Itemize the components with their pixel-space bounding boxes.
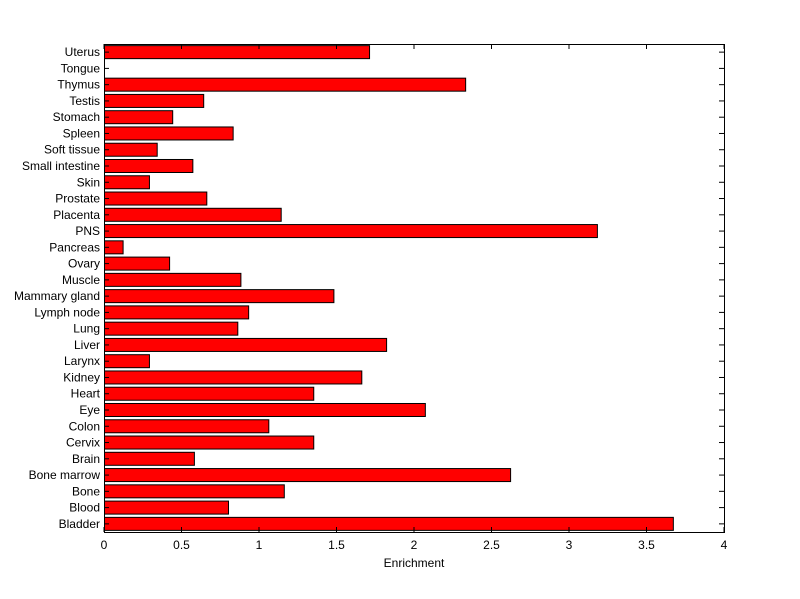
- y-tick-label: Spleen: [63, 126, 100, 140]
- bar-skin: [104, 175, 150, 190]
- x-tick-label: 0: [101, 538, 108, 552]
- bar-eye: [104, 402, 426, 417]
- y-tick-label: Bladder: [59, 517, 100, 531]
- x-axis-label: Enrichment: [384, 556, 445, 570]
- bar-small-intestine: [104, 158, 194, 174]
- y-tick-label: Heart: [71, 387, 101, 401]
- bar-uterus: [104, 45, 371, 60]
- bar-bone: [104, 484, 285, 499]
- y-tick-label: Prostate: [55, 192, 100, 206]
- y-tick-label: Soft tissue: [44, 143, 100, 157]
- x-tick-label: 2.5: [483, 538, 500, 552]
- y-tick-label: Bone: [72, 484, 100, 498]
- y-tick-label: Uterus: [65, 45, 100, 59]
- plot-frame: [104, 44, 725, 533]
- x-tick-label: 2: [411, 538, 418, 552]
- x-tick-label: 1: [256, 538, 263, 552]
- x-tick-label: 4: [721, 538, 728, 552]
- y-tick-label: Cervix: [66, 436, 100, 450]
- bar-lymph-node: [104, 305, 250, 320]
- bar-muscle: [104, 272, 242, 287]
- bar-colon: [104, 419, 270, 434]
- bar-thymus: [104, 77, 467, 92]
- y-tick-label: Lymph node: [34, 305, 100, 319]
- y-tick-label: Colon: [69, 419, 100, 433]
- bars-layer: [104, 45, 674, 531]
- bar-spleen: [104, 126, 234, 141]
- y-tick-label: Testis: [69, 94, 100, 108]
- bar-heart: [104, 386, 315, 401]
- bar-brain: [104, 451, 195, 466]
- bar-lung: [104, 321, 239, 336]
- y-tick-label: Placenta: [53, 208, 100, 222]
- y-tick-label: Small intestine: [22, 159, 100, 173]
- y-tick-label: Kidney: [63, 370, 100, 384]
- y-tick-layer: Bladder Blood Bone Bone marrow Brain Cervix Co…: [14, 45, 724, 531]
- bar-stomach: [104, 110, 174, 125]
- y-tick-label: Liver: [74, 338, 100, 352]
- y-tick-label: PNS: [75, 224, 100, 238]
- y-tick-label: Pancreas: [49, 240, 100, 254]
- x-tick-label: 1.5: [328, 538, 345, 552]
- y-tick-label: Brain: [72, 452, 100, 466]
- bar-bone-marrow: [104, 468, 512, 483]
- bar-testis: [104, 93, 205, 108]
- y-tick-label: Larynx: [64, 354, 100, 368]
- x-tick-label: 3.5: [638, 538, 655, 552]
- y-tick-label: Thymus: [57, 78, 100, 92]
- bar-blood: [104, 500, 229, 515]
- y-tick-label: Muscle: [62, 273, 100, 287]
- y-tick-label: Ovary: [68, 257, 100, 271]
- bar-soft-tissue: [104, 142, 158, 157]
- y-tick-label: Eye: [79, 403, 100, 417]
- y-tick-label: Bone marrow: [29, 468, 101, 482]
- y-tick-label: Stomach: [53, 110, 100, 124]
- y-tick-label: Lung: [73, 322, 100, 336]
- y-tick-label: Blood: [69, 501, 100, 515]
- x-tick-label: 0.5: [173, 538, 190, 552]
- bar-prostate: [104, 191, 208, 206]
- y-tick-label: Skin: [77, 175, 100, 189]
- bar-ovary: [104, 256, 171, 271]
- bar-liver: [104, 337, 388, 352]
- bar-mammary-gland: [104, 289, 335, 304]
- x-tick-label: 3: [566, 538, 573, 552]
- bar-pns: [104, 224, 598, 239]
- y-tick-label: Mammary gland: [14, 289, 100, 303]
- y-tick-label: Tongue: [61, 61, 101, 75]
- bar-placenta: [104, 207, 282, 222]
- bar-kidney: [104, 370, 363, 385]
- bar-bladder: [104, 516, 674, 531]
- bar-cervix: [104, 435, 315, 450]
- bar-larynx: [104, 354, 150, 369]
